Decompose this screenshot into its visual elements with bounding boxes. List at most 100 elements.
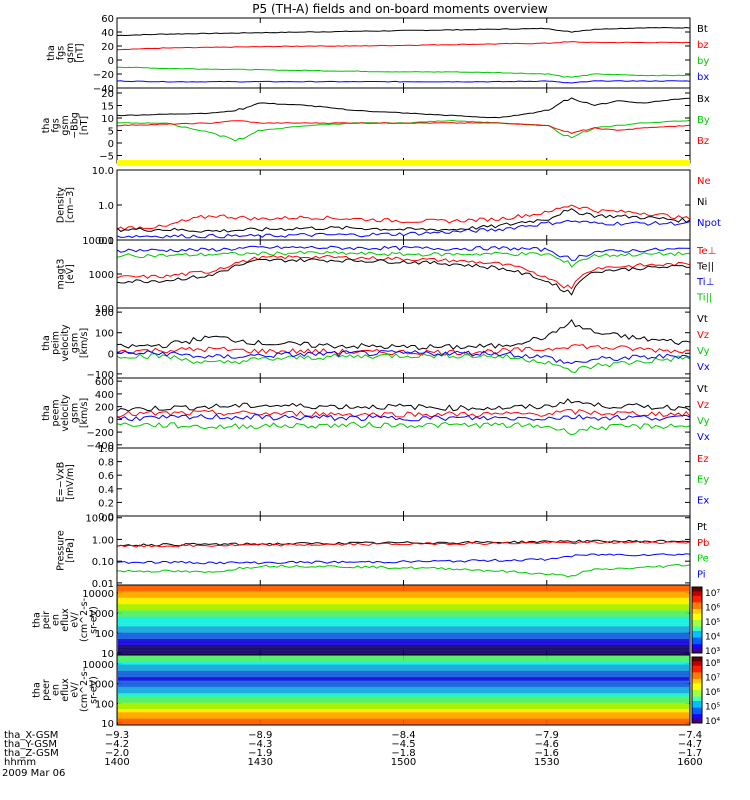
colorbar-cell [692,633,702,636]
colorbar-cell [692,705,702,709]
y-axis-label: eflux [60,608,71,632]
y-tick-label: 0 [108,56,114,67]
y-tick-label: −400 [87,441,114,452]
y-tick-label: 0.8 [98,458,114,469]
x-axis-value: −9.3 [105,730,129,741]
series-line-pb [116,540,691,548]
legend-blue: Pi [697,569,706,580]
spectrogram-band [118,629,689,634]
y-axis-label: fgs [51,118,62,132]
y-axis-label: tha [41,335,52,351]
y-tick-label: 0.0 [98,512,114,523]
colorbar-cell [692,718,702,722]
y-tick-label: 10 [101,649,114,660]
colorbar-label: 10⁸ [705,659,720,669]
panel-frame [116,377,691,449]
x-axis-value: −7.9 [535,730,559,741]
series-line-pi [116,553,691,565]
colorbar-cell [692,635,702,639]
legend-black: Bt [697,24,708,35]
series-line-vy [116,421,691,436]
yellow-status-bar [117,160,690,166]
legend-black: Pt [697,522,707,533]
colorbar-cell [692,598,702,601]
y-tick-label: 1.0 [98,444,114,455]
y-axis-label: peim [51,331,62,355]
colorbar-cell [692,602,702,606]
spectrogram-band [118,655,689,659]
colorbar-frame [691,656,703,724]
y-axis-label: peer [41,679,52,701]
panel-border [116,307,691,379]
y-axis-label: en [51,684,62,696]
colorbar-cell [692,685,702,689]
panel-border [116,447,691,517]
y-tick-label: 10000 [82,236,114,247]
y-tick-label: −5 [99,152,114,163]
x-axis-value: −1.6 [535,748,559,759]
y-axis-label: gsm [70,333,81,353]
y-axis-label: tha [41,118,52,134]
legend-blue: Vx [697,362,710,373]
series-line-vz [116,344,691,356]
legend-green: Pe [697,554,709,565]
colorbar-cell [692,672,702,676]
x-axis-row-label: hhmm [4,757,36,768]
colorbar-cell [692,703,702,706]
series-line-vx [116,350,691,365]
series-line-bx [116,80,691,84]
y-tick-label: 0.10 [92,557,114,568]
legend-green: by [697,56,709,67]
panel-border [116,515,691,586]
colorbar-cell [692,609,702,612]
y-tick-label: 1.00 [92,535,114,546]
colorbar-cell [692,712,702,715]
y-tick-label: 10.0 [92,166,114,177]
y-axis-label: Pressure [55,530,66,571]
legend-green: Ey [697,475,709,486]
colorbar-cell [692,591,702,595]
colorbar-cell [692,639,702,643]
spectrogram-band [118,712,689,716]
panel-frame [116,169,691,241]
colorbar-cell [692,624,702,628]
x-axis-value: −4.5 [391,739,415,750]
colorbar-cell [692,600,702,603]
legend-black: Ni [697,197,707,208]
legend-green: By [697,115,710,126]
x-axis-value: −4.6 [535,739,559,750]
figure-title: P5 (TH-A) fields and on-board moments ov… [252,2,548,16]
x-axis-row-label: tha_X-GSM [4,730,58,741]
colorbar-label: 10⁶ [705,688,720,698]
spectrogram-band [118,658,689,662]
spectrogram-band [118,696,689,701]
spectrogram-band [118,607,689,611]
y-axis-label: tha [41,405,52,421]
y-axis-label: tha [32,682,43,698]
y-axis-label: (cm^2-s- [79,598,90,642]
y-tick-label: 10000 [82,589,114,600]
series-line-vt [116,319,691,351]
y-axis-label: peem [51,400,62,427]
x-axis-value: −1.9 [248,748,272,759]
series-line-by [116,66,691,78]
x-axis-value: −8.9 [248,730,272,741]
spectrogram-band [118,705,689,710]
spectrogram-band [118,620,689,624]
series-line-ni [116,208,691,233]
legend-blue: Ex [697,495,709,506]
colorbar-cell [692,690,702,693]
y-axis-label: [eV] [65,264,76,284]
y-axis-label: eV/ [70,681,81,697]
spectrogram-band [118,683,689,688]
colorbar-cell [692,674,702,678]
y-axis-label: [nT] [74,43,85,62]
legend-blue: bx [697,72,709,83]
colorbar-cell [692,657,702,660]
colorbar-cell [692,696,702,700]
y-tick-label: 60 [101,14,114,25]
series-line-vy [116,352,691,374]
legend-red: Ne [697,176,711,187]
legend-black: Bx [697,94,710,105]
